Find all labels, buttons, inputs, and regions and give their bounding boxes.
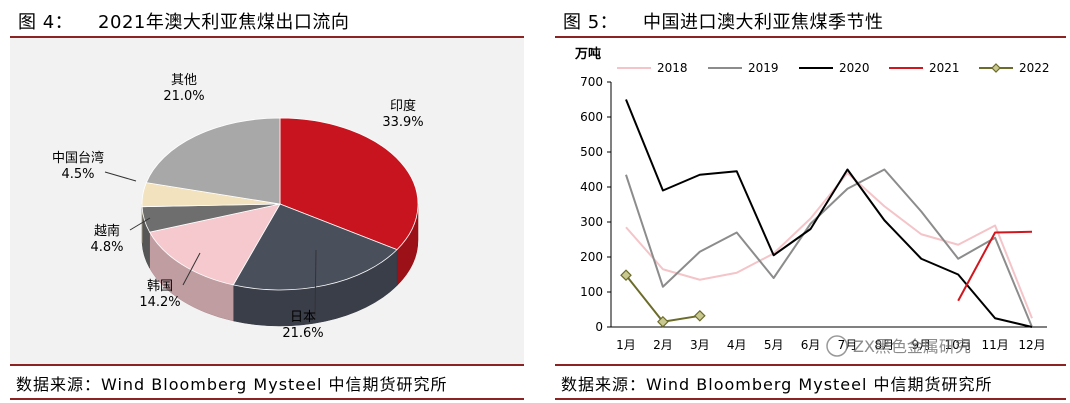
- series-line: [625, 168, 1033, 328]
- pie-leader-line: [314, 249, 317, 317]
- series-marker: [620, 269, 632, 282]
- series-2019: [625, 168, 1033, 328]
- pie-leader-line: [182, 252, 201, 286]
- series-line: [957, 230, 1033, 302]
- pie-slice: [232, 203, 398, 291]
- line-chart: 万吨 2018 2019 2020 2021 2022 0 100 200 300 400 500 60…: [574, 46, 1050, 357]
- pie-leader-line: [104, 171, 137, 182]
- legend-label: 2020: [839, 61, 870, 75]
- x-tick-label: 4月: [727, 338, 747, 352]
- x-tick-label: 10月: [945, 338, 972, 352]
- pie-leader-line: [129, 217, 151, 231]
- pie-slice-percent: 14.2%: [139, 295, 180, 310]
- pie-panel: 图 4： 2021年澳大利亚焦煤出口流向 印度 33.9% 日本 21.6% 韩国 14.…: [0, 0, 528, 403]
- legend-label: 2018: [657, 61, 688, 75]
- pie-slice-label: 印度: [390, 98, 416, 114]
- pie-footer-bar: 数据来源：Wind Bloomberg Mysteel 中信期货研究所: [10, 364, 524, 400]
- pie-slice-percent: 21.0%: [163, 89, 204, 104]
- legend-marker: [991, 63, 1001, 73]
- pie-slice-label: 韩国: [147, 279, 173, 294]
- y-tick-label: 600: [580, 110, 603, 124]
- series-line: [625, 172, 1033, 319]
- series-line: [625, 99, 1033, 328]
- y-tick-label: 100: [580, 285, 603, 299]
- line-source-note: 数据来源：Wind Bloomberg Mysteel 中信期货研究所: [561, 375, 993, 394]
- pie-slice-label: 其他: [171, 73, 197, 88]
- x-tick-label: 5月: [764, 338, 784, 352]
- x-tick-label: 8月: [875, 338, 895, 352]
- pie-slice: [279, 117, 419, 251]
- y-tick-label: 400: [580, 180, 603, 194]
- pie-title-bar: 图 4： 2021年澳大利亚焦煤出口流向: [10, 4, 524, 38]
- line-figure-title: 图 5： 中国进口澳大利亚焦煤季节性: [563, 12, 884, 33]
- pie-top-faces: [141, 117, 419, 291]
- y-tick-label: 0: [595, 320, 603, 334]
- x-tick-label: 9月: [911, 338, 931, 352]
- line-panel: 图 5： 中国进口澳大利亚焦煤季节性 万吨 2018 2019 2020 2021 202…: [545, 0, 1070, 403]
- x-tick-label: 3月: [690, 338, 710, 352]
- x-tick-label: 2月: [653, 338, 673, 352]
- x-tick-label: 6月: [801, 338, 821, 352]
- watermark-text: ZX黑色金属研究: [853, 337, 971, 356]
- pie-slice: [148, 203, 281, 286]
- legend-label: 2022: [1019, 61, 1050, 75]
- pie-slice-percent: 21.6%: [282, 326, 323, 341]
- series-2021: [957, 230, 1033, 302]
- y-tick-label: 300: [580, 215, 603, 229]
- pie-slice-label: 中国台湾: [52, 150, 104, 166]
- y-tick-label: 200: [580, 250, 603, 264]
- y-tick-label: 500: [580, 145, 603, 159]
- x-tick-label: 11月: [981, 338, 1008, 352]
- pie-chart-area: 印度 33.9% 日本 21.6% 韩国 14.2% 越南 4.8% 中国台湾 4.5% 其他 21.…: [10, 38, 524, 364]
- pie-slice-label: 越南: [94, 223, 120, 239]
- pie-slice-percent: 4.8%: [90, 240, 123, 255]
- series-2022: [620, 269, 706, 328]
- line-footer-bar: 数据来源：Wind Bloomberg Mysteel 中信期货研究所: [555, 364, 1066, 400]
- line-title-bar: 图 5： 中国进口澳大利亚焦煤季节性: [555, 4, 1066, 38]
- series-2020: [625, 99, 1033, 328]
- legend: 2018 2019 2020 2021 2022: [617, 61, 1050, 75]
- series-marker: [657, 315, 669, 328]
- series-2018: [625, 172, 1033, 319]
- line-chart-area: 万吨 2018 2019 2020 2021 2022 0 100 200 300 400 500 60…: [555, 38, 1066, 364]
- wechat-icon: [826, 335, 848, 357]
- y-axis-unit: 万吨: [574, 46, 601, 62]
- series-line: [625, 274, 700, 323]
- pie-slice: [145, 117, 281, 205]
- y-tick-label: 700: [580, 75, 603, 89]
- series-marker: [693, 309, 706, 322]
- legend-label: 2021: [929, 61, 960, 75]
- pie-slice-percent: 33.9%: [382, 115, 423, 130]
- legend-label: 2019: [748, 61, 779, 75]
- pie-figure-title: 图 4： 2021年澳大利亚焦煤出口流向: [18, 12, 350, 33]
- pie-source-note: 数据来源：Wind Bloomberg Mysteel 中信期货研究所: [16, 375, 448, 394]
- pie-slice-percent: 4.5%: [61, 167, 94, 182]
- x-tick-label: 12月: [1018, 338, 1045, 352]
- watermark: ZX黑色金属研究: [826, 335, 971, 357]
- x-tick-label: 1月: [616, 338, 636, 352]
- pie-slice-label: 日本: [290, 310, 316, 325]
